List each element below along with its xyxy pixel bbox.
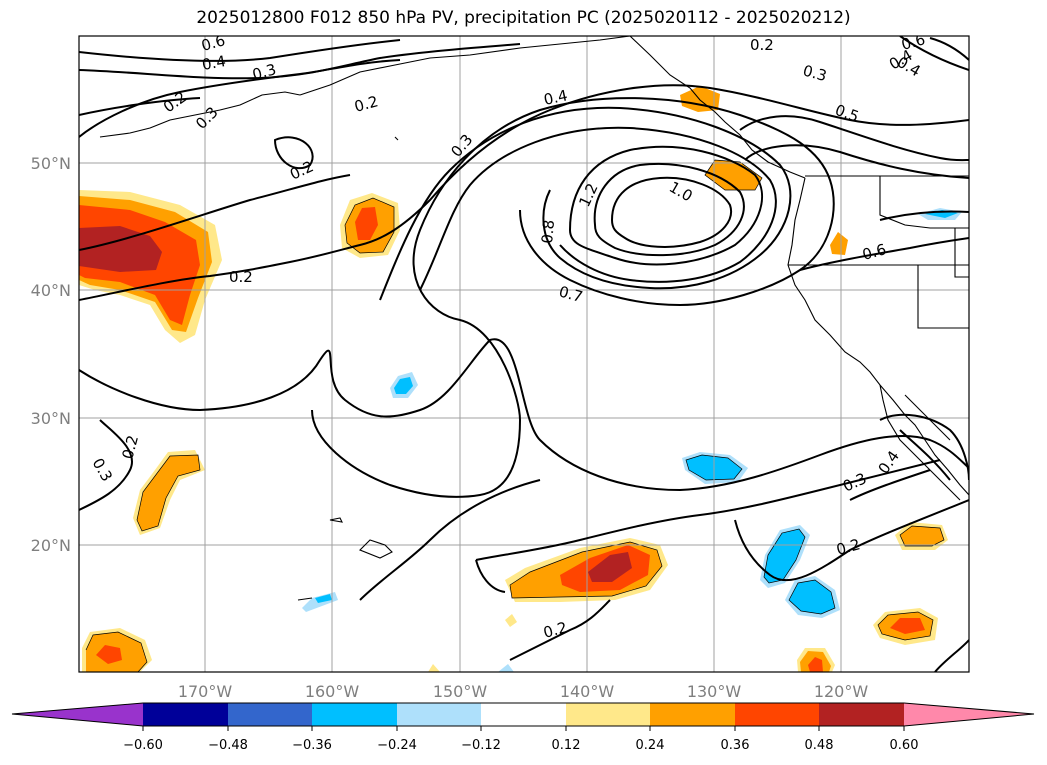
shading-outlines xyxy=(85,159,945,672)
colorbar-segment xyxy=(312,703,397,726)
contour-label: 0.4 xyxy=(542,86,569,109)
pv-contours xyxy=(79,36,969,672)
lon-label: 130°W xyxy=(687,682,742,701)
colorbar-segment xyxy=(650,703,735,726)
contour-label: 0.2 xyxy=(541,618,569,642)
colorbar-tick: 0.60 xyxy=(890,738,919,753)
lon-label: 170°W xyxy=(178,682,233,701)
colorbar-tick: −0.60 xyxy=(123,738,163,753)
plot-frame xyxy=(78,35,970,673)
contour-label: 0.2 xyxy=(352,92,380,116)
contour-label: 0.8 xyxy=(538,219,558,244)
colorbar-tick: 0.24 xyxy=(636,738,665,753)
colorbar-tick: 0.12 xyxy=(552,738,581,753)
contour-label: 0.2 xyxy=(229,268,253,286)
colorbar-tick: −0.48 xyxy=(208,738,248,753)
lat-label: 20°N xyxy=(31,536,71,555)
colorbar-extend-high xyxy=(904,703,1034,726)
latitude-labels: 50°N 40°N 30°N 20°N xyxy=(31,154,71,555)
contour-label: 0.6 xyxy=(199,31,227,55)
colorbar: −0.60 −0.48 −0.36 −0.24 −0.12 0.12 0.24 … xyxy=(11,702,1035,753)
plot-area: 0.6 0.4 0.3 0.2 0.3 0.2 0.2 0.2 0.3 0.4 … xyxy=(79,30,969,672)
colorbar-segment xyxy=(566,703,650,726)
lon-label: 120°W xyxy=(814,682,869,701)
colorbar-segment xyxy=(143,703,228,726)
contour-label: 0.6 xyxy=(860,240,888,264)
colorbar-segment xyxy=(819,703,904,726)
colorbar-segment xyxy=(735,703,819,726)
coastlines xyxy=(99,36,969,601)
lon-label: 160°W xyxy=(305,682,360,701)
lat-label: 40°N xyxy=(31,281,71,300)
contour-label: 0.2 xyxy=(834,535,862,559)
colorbar-segment xyxy=(481,703,566,726)
contour-label: 0.4 xyxy=(201,52,228,74)
colorbar-segment xyxy=(228,703,312,726)
lon-label: 140°W xyxy=(560,682,615,701)
contour-label: 0.3 xyxy=(801,61,829,85)
colorbar-tick: −0.12 xyxy=(461,738,501,753)
contour-label: 0.2 xyxy=(750,36,774,54)
colorbar-tick: −0.24 xyxy=(377,738,417,753)
colorbar-tick: −0.36 xyxy=(292,738,332,753)
lon-label: 150°W xyxy=(433,682,488,701)
longitude-labels: 170°W 160°W 150°W 140°W 130°W 120°W xyxy=(178,682,869,701)
contour-label: 0.6 xyxy=(899,30,927,54)
map-title: 2025012800 F012 850 hPa PV, precipitatio… xyxy=(196,8,851,28)
lat-label: 50°N xyxy=(31,154,71,173)
colorbar-segment xyxy=(397,703,481,726)
colorbar-tick: 0.48 xyxy=(805,738,834,753)
colorbar-extend-low xyxy=(12,703,143,726)
colorbar-tick: 0.36 xyxy=(721,738,750,753)
contour-label: 0.7 xyxy=(557,282,585,306)
lat-label: 30°N xyxy=(31,409,71,428)
contour-label: 0.2 xyxy=(118,433,142,461)
contour-label: 0.3 xyxy=(250,60,278,84)
